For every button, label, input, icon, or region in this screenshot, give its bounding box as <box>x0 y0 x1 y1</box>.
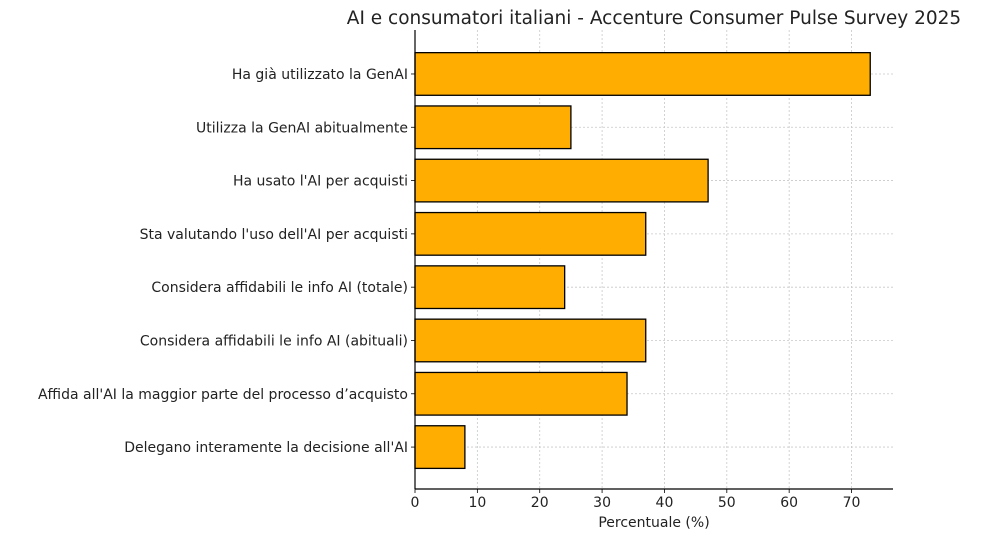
bars <box>414 52 871 470</box>
y-tick-label: Considera affidabili le info AI (abitual… <box>140 333 408 349</box>
grid <box>414 30 893 489</box>
x-axis-label: Percentuale (%) <box>598 515 709 531</box>
axes <box>414 30 893 490</box>
bar <box>414 265 566 310</box>
bar <box>414 371 628 416</box>
x-tick-label: 10 <box>468 495 486 511</box>
x-tick-label: 60 <box>780 495 798 511</box>
bar <box>414 425 466 470</box>
x-tick-label: 40 <box>656 495 674 511</box>
x-tick-label: 30 <box>593 495 611 511</box>
y-tick-label: Sta valutando l'uso dell'AI per acquisti <box>140 227 408 243</box>
y-tick-label: Delegano interamente la decisione all'AI <box>124 440 408 456</box>
x-tick-label: 50 <box>718 495 736 511</box>
x-tick-label: 20 <box>531 495 549 511</box>
bar <box>414 318 647 363</box>
bar <box>414 158 709 203</box>
x-tick-label: 0 <box>411 495 420 511</box>
y-tick-label: Utilizza la GenAI abitualmente <box>196 120 408 136</box>
bar <box>414 211 647 256</box>
x-tick-label: 70 <box>843 495 861 511</box>
y-tick-label: Ha già utilizzato la GenAI <box>232 67 408 83</box>
bar <box>414 105 572 150</box>
y-tick-label: Affida all'AI la maggior parte del proce… <box>38 387 408 403</box>
ticks: 0 10 20 30 40 50 60 70 Ha già utilizzato la GenA… <box>38 67 860 511</box>
y-tick-label: Ha usato l'AI per acquisti <box>233 174 408 190</box>
bar <box>414 52 871 96</box>
y-tick-label: Considera affidabili le info AI (totale) <box>151 280 408 296</box>
chart-title: AI e consumatori italiani - Accenture Co… <box>347 8 961 29</box>
